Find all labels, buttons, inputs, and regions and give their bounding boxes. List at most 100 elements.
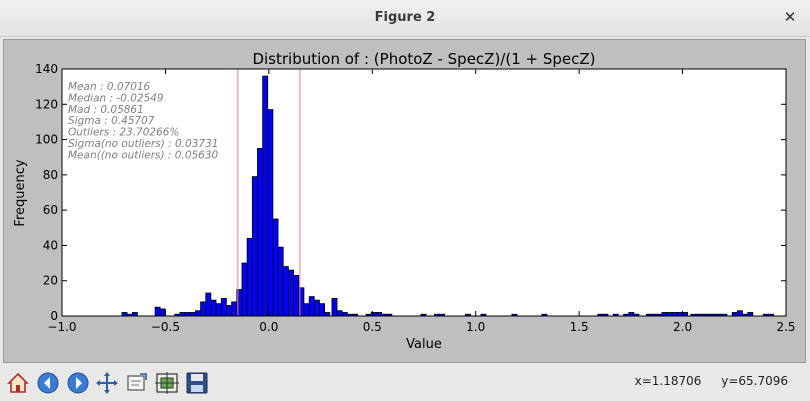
home-icon [6, 372, 29, 393]
histogram-bar [666, 312, 673, 317]
zoom-button[interactable] [123, 369, 150, 396]
histogram-bar [682, 312, 689, 317]
histogram-bar [257, 147, 263, 317]
histogram-bar [121, 312, 128, 317]
close-icon[interactable]: ✕ [783, 8, 797, 26]
x-axis-ticks: −1.0 −0.5 0.0 0.5 1.0 1.5 2.0 2.5 [47, 69, 796, 334]
y-tick-label: 20 [43, 274, 58, 288]
histogram-bar [246, 237, 253, 317]
y-tick-label: 40 [43, 238, 58, 252]
histogram-bar [376, 312, 382, 317]
histogram-bar [277, 246, 284, 317]
x-tick-label: 2.5 [776, 320, 795, 334]
histogram-bar [671, 312, 678, 317]
y-tick-label: 120 [35, 97, 58, 111]
histogram-bar [293, 275, 300, 317]
histogram-bar [179, 312, 186, 317]
histogram-bar [731, 312, 738, 317]
histogram-bar [628, 312, 635, 317]
y-axis-label: Frequency [13, 159, 28, 226]
histogram-bar [131, 312, 138, 317]
histogram-bar [324, 312, 331, 317]
cursor-coordinates: x=1.18706 y=65.7096 [619, 374, 788, 388]
histogram-bar [159, 308, 166, 317]
subplots-button[interactable] [153, 369, 180, 396]
histogram-bar [262, 75, 269, 317]
y-tick-label: 140 [35, 62, 58, 76]
histogram-bar [200, 301, 207, 317]
chart-title: Distribution of : (PhotoZ - SpecZ)/(1 + … [252, 50, 595, 68]
histogram-bar [272, 218, 279, 317]
window-title: Figure 2 [374, 10, 436, 25]
pan-button[interactable] [93, 369, 120, 396]
histogram-bar [313, 299, 320, 317]
histogram-bar [226, 305, 232, 317]
save-disk-icon [186, 372, 207, 393]
window-titlebar[interactable]: Figure 2 ✕ [0, 0, 810, 37]
histogram-bar [331, 297, 338, 317]
stats-annotation-line: Mean : 0.07016 [68, 81, 151, 93]
histogram-chart: −1.0 −0.5 0.0 0.5 1.0 1.5 2.0 2.5 0 20 40 60 80 100 1… [13, 50, 796, 352]
plot-area [61, 68, 787, 317]
navigation-toolbar [0, 366, 810, 401]
histogram-bar [336, 310, 343, 317]
stats-annotation-line: Sigma : 0.45707 [68, 115, 155, 127]
y-tick-label: 0 [50, 309, 58, 323]
back-arrow-icon [37, 372, 58, 393]
histogram-bars [121, 75, 774, 317]
configure-subplots-icon [154, 371, 179, 394]
histogram-bar [677, 312, 683, 317]
histogram-bar [220, 297, 227, 317]
back-button[interactable] [34, 369, 61, 396]
histogram-bar [303, 303, 310, 317]
x-tick-label: 0.0 [259, 320, 278, 334]
figure-canvas[interactable]: −1.0 −0.5 0.0 0.5 1.0 1.5 2.0 2.5 0 20 40 60 80 100 1… [3, 39, 806, 363]
forward-arrow-icon [67, 372, 88, 393]
y-tick-label: 80 [43, 168, 58, 182]
y-tick-label: 100 [35, 133, 58, 147]
histogram-bar [231, 301, 238, 317]
histogram-bar [341, 312, 348, 317]
histogram-bar [241, 262, 248, 317]
histogram-bar [661, 312, 668, 317]
y-tick-label: 60 [43, 203, 58, 217]
forward-button[interactable] [64, 369, 91, 396]
histogram-bar [267, 109, 274, 317]
home-button[interactable] [4, 369, 31, 396]
x-tick-label: 1.5 [570, 320, 589, 334]
histogram-bar [736, 310, 743, 317]
x-tick-label: 0.5 [363, 320, 382, 334]
histogram-bar [215, 303, 222, 317]
plot-border [61, 68, 787, 317]
histogram-bar [184, 312, 191, 317]
histogram-bar [189, 312, 196, 317]
stats-annotation-line: Median : -0.02549 [68, 92, 164, 104]
plot-frame [61, 68, 787, 317]
x-tick-label: −0.5 [151, 320, 180, 334]
pan-move-icon [95, 371, 118, 394]
histogram-bar [210, 299, 217, 317]
histogram-bar [288, 269, 294, 317]
histogram-bar [205, 292, 212, 317]
histogram-bar [319, 303, 326, 317]
stats-annotation-line: Sigma(no outliers) : 0.03731 [68, 138, 218, 150]
y-axis-ticks: 0 20 40 60 80 100 120 140 [35, 62, 786, 323]
stats-annotation-line: Outliers : 23.70266% [68, 127, 179, 139]
x-tick-label: 1.0 [466, 320, 485, 334]
histogram-bar [747, 312, 754, 317]
threshold-lines [237, 69, 301, 316]
zoom-rectangle-icon [126, 372, 147, 391]
stats-annotation-line: Mean((no outliers) : 0.05630 [68, 149, 219, 161]
histogram-bar [251, 176, 258, 317]
x-tick-label: 2.0 [673, 320, 692, 334]
cursor-x-readout: x=1.18706 [634, 374, 702, 388]
x-tick-label: −1.0 [47, 320, 76, 334]
cursor-y-readout: y=65.7096 [721, 374, 788, 388]
histogram-bar [154, 306, 161, 317]
histogram-bar [282, 266, 289, 317]
save-button[interactable] [183, 369, 210, 396]
x-axis-label: Value [406, 337, 442, 352]
stats-annotation-line: Mad : 0.05861 [68, 104, 144, 116]
histogram-bar [308, 296, 315, 317]
